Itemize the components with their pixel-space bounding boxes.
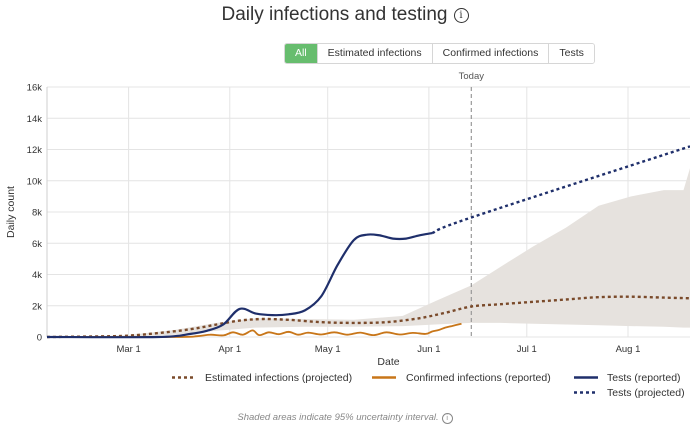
series-filter-tabs: All Estimated infections Confirmed infec… <box>284 43 595 64</box>
chart-title-text: Daily infections and testing <box>221 4 448 25</box>
legend-tests-projected-label: Tests (projected) <box>607 387 685 399</box>
estimated-infections-line <box>46 295 690 339</box>
x-tick-label: Jul 1 <box>517 344 537 355</box>
y-tick-label: 12k <box>27 145 43 156</box>
x-axis-title: Date <box>377 356 399 368</box>
legend-estimated-infections-label: Estimated infections (projected) <box>205 372 352 384</box>
info-icon[interactable]: i <box>453 8 469 23</box>
x-tick-label: Aug 1 <box>616 344 641 355</box>
y-tick-label: 4k <box>32 270 42 281</box>
footnote-info-icon[interactable]: i <box>441 413 453 424</box>
y-tick-label: 0 <box>37 333 42 344</box>
chart-title: Daily infections and testing i <box>0 4 690 26</box>
x-tick-label: Apr 1 <box>218 344 241 355</box>
y-tick-label: 2k <box>32 301 42 312</box>
x-tick-label: Mar 1 <box>116 344 140 355</box>
uncertainty-band <box>47 168 690 337</box>
y-tick-label: 10k <box>27 176 43 187</box>
confirmed-infections-line <box>46 322 462 338</box>
y-tick-label: 8k <box>32 208 42 219</box>
tests-reported-line <box>46 232 433 339</box>
chart: 0 2k 4k 6k 8k 10k 12k 14k 16k Mar 1 Apr 1 May 1 Jun … <box>5 71 690 399</box>
footnote-text: Shaded areas indicate 95% uncertainty in… <box>237 412 439 423</box>
y-axis-title: Daily count <box>5 186 17 238</box>
y-tick-label: 16k <box>27 83 43 94</box>
tab-all[interactable]: All <box>285 44 317 63</box>
x-tick-label: May 1 <box>315 344 341 355</box>
x-tick-label: Jun 1 <box>417 344 440 355</box>
tab-tests[interactable]: Tests <box>548 44 594 63</box>
y-tick-label: 14k <box>27 114 43 125</box>
legend-confirmed-infections-label: Confirmed infections (reported) <box>406 372 551 384</box>
tests-projected-line <box>431 145 690 235</box>
y-tick-label: 6k <box>32 239 42 250</box>
footnote: Shaded areas indicate 95% uncertainty in… <box>0 412 690 424</box>
tab-confirmed-infections[interactable]: Confirmed infections <box>431 44 549 63</box>
tab-estimated-infections[interactable]: Estimated infections <box>316 44 432 63</box>
legend-tests-reported-label: Tests (reported) <box>607 372 681 384</box>
today-label: Today <box>459 71 485 82</box>
